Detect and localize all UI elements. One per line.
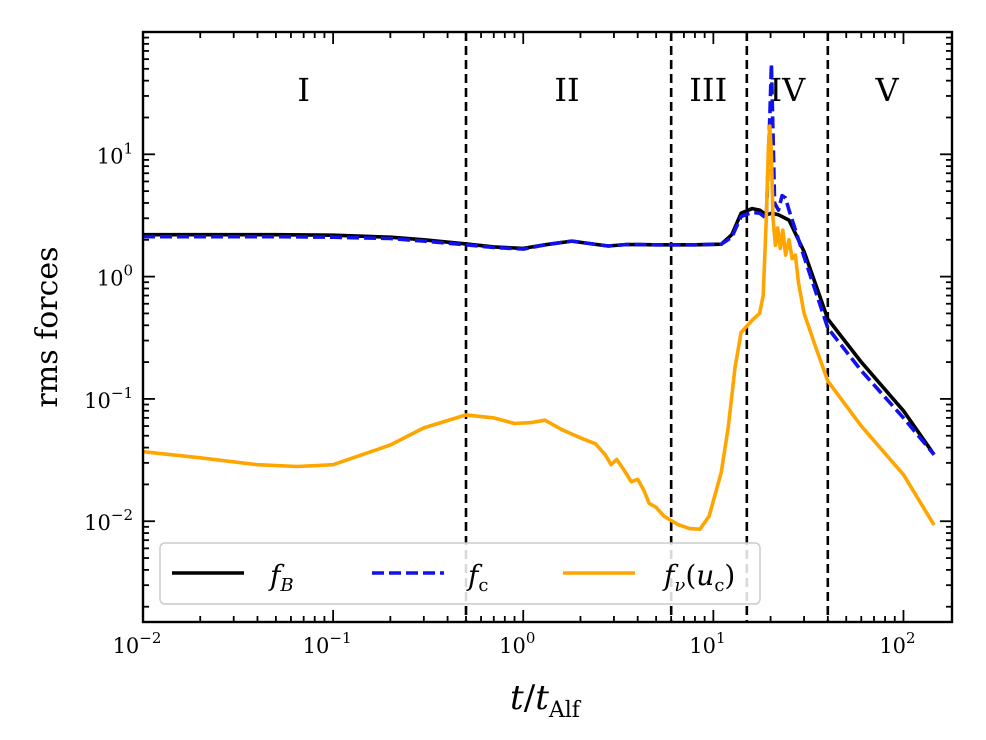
y-tick-label: 100 — [97, 262, 133, 291]
xlabel-sub: Alf — [548, 698, 582, 723]
tick-exp: 0 — [526, 629, 536, 647]
x-tick-label: 102 — [879, 629, 915, 658]
region-label: I — [297, 71, 310, 109]
tick-exp: −2 — [139, 629, 161, 647]
series-line-2 — [143, 62, 936, 456]
tick-base: 10 — [879, 634, 906, 658]
x-axis-label: t/tAlf — [510, 678, 582, 723]
tick-base: 10 — [303, 634, 330, 658]
tick-base: 10 — [97, 144, 124, 168]
axis-labels: 10−2 10−1 100 101 10210−210−1100101t/tAlfrms… — [30, 139, 916, 723]
region-label: IV — [769, 71, 806, 109]
plot-border — [141, 30, 954, 624]
y-tick-label: 10−1 — [84, 384, 133, 413]
y-tick-label: 10−2 — [84, 506, 133, 535]
region-label: II — [554, 71, 579, 109]
y-axis-label: rms forces — [30, 246, 65, 407]
xlabel-var: t — [510, 678, 524, 718]
vertical-dashed-lines: I II III IV V — [297, 32, 900, 622]
legend-sub: B — [279, 575, 293, 596]
x-tick-label: 101 — [689, 629, 725, 658]
legend-label: fν(uc) — [662, 559, 735, 596]
region-label: V — [875, 71, 900, 109]
series-line-3 — [143, 124, 936, 531]
xlabel-var2: t — [535, 678, 549, 718]
plot-frame — [141, 30, 954, 624]
legend-box — [159, 542, 761, 605]
tick-base: 10 — [84, 511, 111, 535]
tick-base: 10 — [689, 634, 716, 658]
tick-exp: −1 — [329, 629, 351, 647]
tick-base: 10 — [84, 389, 111, 413]
legend-arg-sub: c — [714, 575, 724, 596]
series-group — [143, 62, 936, 531]
legend-sub: ν — [674, 575, 685, 596]
legend-arg-var: u — [696, 559, 714, 592]
tick-base: 10 — [113, 634, 140, 658]
tick-base: 10 — [97, 267, 124, 291]
y-tick-label: 101 — [97, 139, 133, 168]
x-tick-label: 10−2 — [113, 629, 162, 658]
xlabel-sep: / — [524, 678, 536, 718]
tick-base: 10 — [499, 634, 526, 658]
tick-exp: −1 — [111, 384, 133, 402]
legend: fB fc fν(uc) — [159, 542, 761, 605]
region-label: III — [689, 71, 727, 109]
legend-sub: c — [478, 575, 488, 596]
axis-ticks — [142, 31, 952, 622]
tick-exp: 0 — [123, 262, 133, 280]
tick-exp: −2 — [111, 506, 133, 524]
x-tick-label: 100 — [499, 629, 535, 658]
tick-exp: 1 — [123, 139, 133, 157]
x-tick-label: 10−1 — [303, 629, 352, 658]
tick-exp: 1 — [716, 629, 726, 647]
legend-arg: ( — [685, 559, 696, 592]
legend-close: ) — [724, 559, 735, 592]
tick-exp: 2 — [906, 629, 916, 647]
